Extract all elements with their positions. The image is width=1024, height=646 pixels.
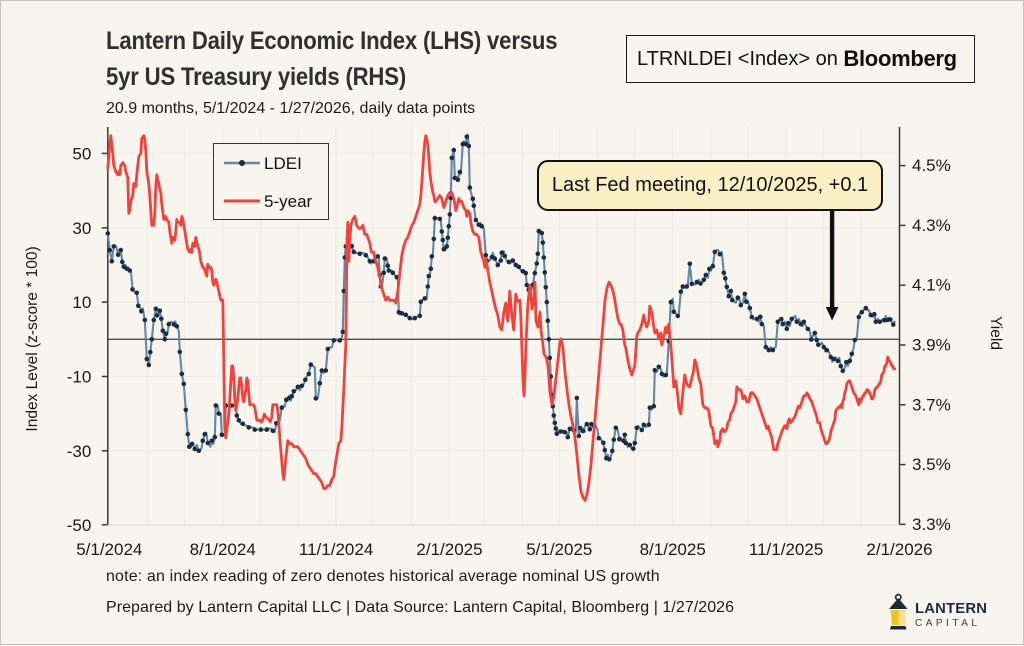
svg-text:Yield: Yield	[987, 316, 1004, 350]
svg-text:3.5%: 3.5%	[912, 455, 951, 474]
svg-text:4.5%: 4.5%	[912, 156, 951, 175]
svg-text:2/1/2026: 2/1/2026	[866, 540, 932, 559]
svg-text:LANTERN: LANTERN	[915, 601, 987, 617]
svg-text:LDEI: LDEI	[264, 154, 302, 173]
svg-text:3.7%: 3.7%	[912, 395, 951, 414]
svg-text:8/1/2025: 8/1/2025	[640, 540, 706, 559]
svg-text:5/1/2024: 5/1/2024	[76, 540, 142, 559]
svg-text:3.3%: 3.3%	[912, 515, 951, 534]
svg-text:11/1/2025: 11/1/2025	[749, 540, 823, 559]
svg-text:11/1/2024: 11/1/2024	[299, 540, 373, 559]
svg-text:8/1/2024: 8/1/2024	[190, 540, 256, 559]
svg-text:-50: -50	[67, 516, 92, 535]
svg-text:30: 30	[72, 219, 91, 238]
svg-text:3.9%: 3.9%	[912, 336, 951, 355]
svg-text:10: 10	[72, 293, 91, 312]
svg-text:4.3%: 4.3%	[912, 216, 951, 235]
svg-text:5/1/2025: 5/1/2025	[526, 540, 592, 559]
svg-text:50: 50	[72, 144, 91, 163]
svg-text:2/1/2025: 2/1/2025	[416, 540, 482, 559]
svg-text:4.1%: 4.1%	[912, 276, 951, 295]
svg-text:-30: -30	[67, 442, 92, 461]
svg-text:CAPITAL: CAPITAL	[915, 618, 980, 629]
svg-text:Index Level (z-score * 100): Index Level (z-score * 100)	[24, 246, 41, 431]
svg-text:5-year: 5-year	[264, 192, 313, 211]
svg-text:-10: -10	[67, 368, 92, 387]
